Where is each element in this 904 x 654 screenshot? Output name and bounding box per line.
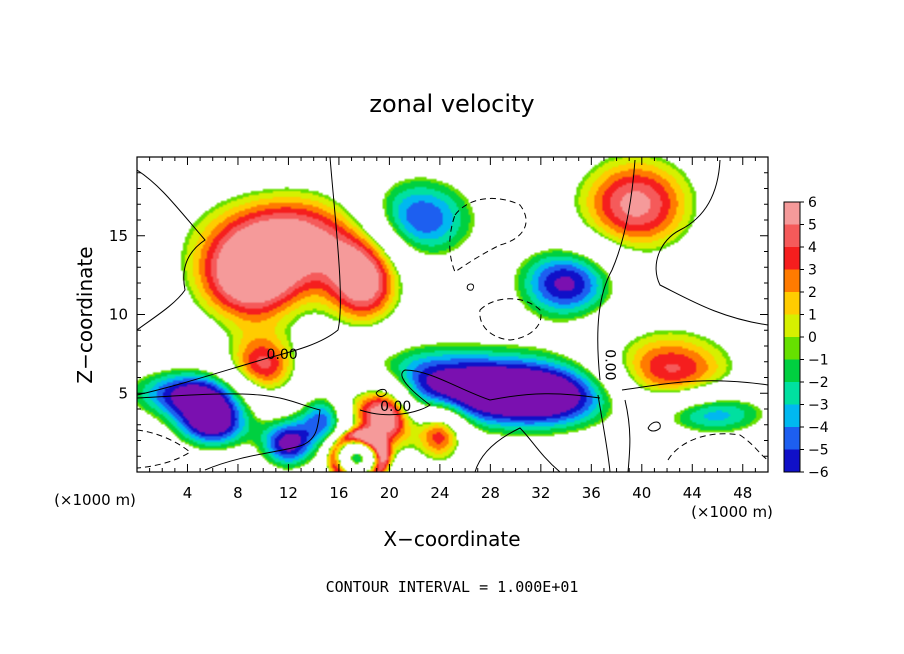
colorbar-label-1: 5 [808, 218, 817, 234]
x-tick-label-2: 12 [279, 484, 298, 502]
colorbar-label-6: 0 [808, 330, 817, 346]
velocity-heatmap [137, 157, 768, 472]
x-tick-label-9: 40 [632, 484, 651, 502]
colorbar-swatch-7 [784, 359, 800, 383]
contour-label-0: 0.00 [267, 347, 298, 363]
zero-contour-mid [359, 369, 601, 416]
zero-contour-right-lower [597, 394, 611, 472]
zero-contour-right-branch [621, 380, 768, 391]
x-tick-label-5: 24 [430, 484, 449, 502]
y-tick-label-1: 10 [109, 306, 128, 324]
negative-contour-c [137, 429, 191, 469]
zero-contour-lower-left [137, 393, 321, 471]
zero-contour-left [137, 157, 341, 396]
x-unit-right: (×1000 m) [691, 503, 773, 521]
contour-label-2: 0.00 [601, 349, 617, 380]
contour-label-text: 0.00 [601, 349, 617, 380]
colorbar-swatch-11 [784, 449, 800, 473]
zero-contour-right-upper [597, 159, 636, 381]
negative-contour-d [667, 433, 768, 461]
y-axis-label: Z−coordinate [73, 246, 97, 383]
x-tick-label-4: 20 [380, 484, 399, 502]
colorbar-label-0: 6 [808, 195, 817, 211]
colorbar-swatch-4 [784, 292, 800, 315]
contour-label-layer: 0.00 0.00 0.00 [267, 347, 618, 415]
contour-lower-mid [474, 427, 561, 472]
y-axis: 5 10 15 [109, 172, 768, 457]
colorbar-swatch-10 [784, 427, 800, 450]
x-tick-label-10: 44 [683, 484, 702, 502]
colorbar-label-9: −3 [808, 398, 829, 414]
y-tick-label-2: 15 [109, 227, 128, 245]
contour-label-1: 0.00 [380, 399, 411, 415]
colorbar-swatch-2 [784, 247, 800, 270]
colorbar-label-11: −5 [808, 443, 829, 459]
colorbar-label-7: −1 [808, 353, 829, 369]
colorbar-label-4: 2 [808, 285, 817, 301]
x-tick-label-11: 48 [733, 484, 752, 502]
colorbar-swatch-9 [784, 404, 800, 428]
x-axis: 4 8 12 16 20 24 28 32 36 40 44 48 [149, 157, 756, 502]
negative-contour-b [479, 298, 542, 341]
x-tick-label-0: 4 [183, 484, 193, 502]
x-tick-label-3: 16 [329, 484, 348, 502]
chart-title: zonal velocity [369, 90, 534, 118]
colorbar-swatch-5 [784, 314, 800, 338]
colorbar-label-2: 4 [808, 240, 817, 256]
colorbar-swatch-0 [784, 202, 800, 225]
x-tick-label-1: 8 [233, 484, 243, 502]
colorbar: 6 5 4 3 2 1 0 −1 −2 −3 −4 −5 −6 [783, 195, 829, 481]
colorbar-swatch-3 [784, 269, 800, 293]
contour-small-loop [647, 421, 661, 432]
contour-topright [655, 159, 768, 326]
contour-interval-note: CONTOUR INTERVAL = 1.000E+01 [326, 578, 579, 596]
colorbar-label-10: −4 [808, 420, 829, 436]
contour-small-loop-2 [375, 388, 387, 397]
x-tick-label-8: 36 [582, 484, 601, 502]
zero-contour-right-base [624, 399, 631, 472]
x-tick-label-6: 28 [481, 484, 500, 502]
colorbar-swatch-1 [784, 224, 800, 248]
contour-label-text: 0.00 [380, 399, 411, 415]
colorbar-swatch-8 [784, 382, 800, 405]
colorbar-swatch-6 [784, 337, 800, 360]
contour-topleft [137, 169, 206, 331]
y-tick-label-0: 5 [118, 384, 128, 402]
colorbar-label-12: −6 [808, 465, 829, 481]
negative-contour-a [449, 197, 527, 273]
colorbar-label-5: 1 [808, 308, 817, 324]
x-unit-left: (×1000 m) [54, 491, 136, 509]
contour-small-loop-3 [466, 283, 475, 291]
x-tick-label-7: 32 [531, 484, 550, 502]
colorbar-label-8: −2 [808, 375, 829, 391]
x-axis-label: X−coordinate [383, 527, 520, 551]
contour-lines [137, 157, 768, 472]
colorbar-label-3: 3 [808, 263, 817, 279]
contour-label-text: 0.00 [267, 347, 298, 363]
